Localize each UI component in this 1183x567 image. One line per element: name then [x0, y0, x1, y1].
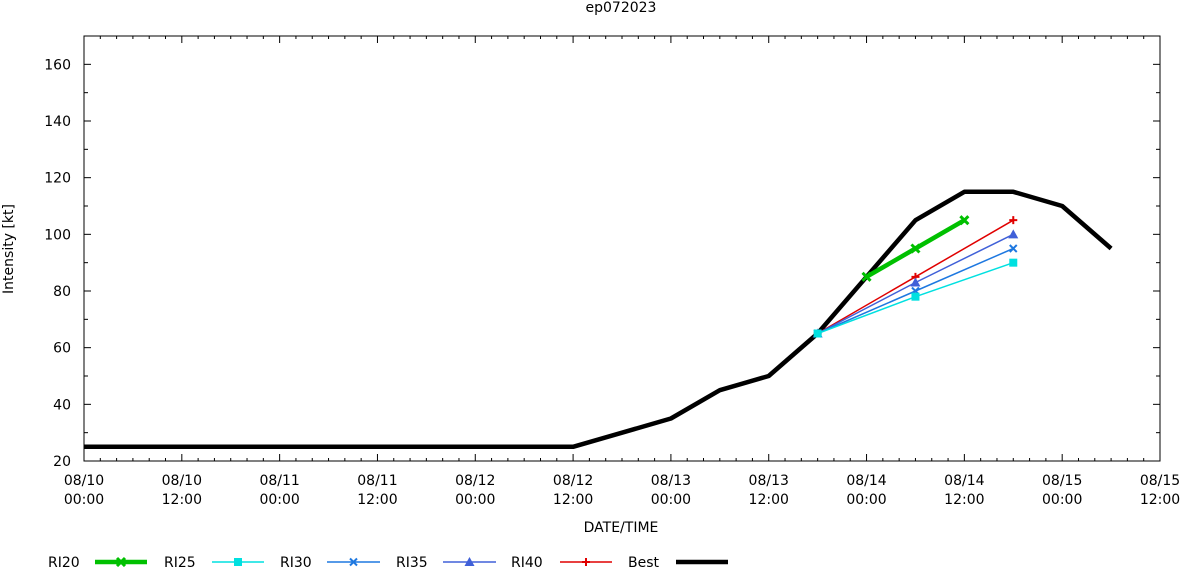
x-tick-label-date: 08/14 [846, 473, 886, 489]
x-axis-label: DATE/TIME [584, 520, 659, 536]
legend-label: RI35 [396, 555, 428, 567]
x-tick-label-date: 08/12 [455, 473, 495, 489]
x-tick-label-time: 12:00 [162, 492, 202, 508]
legend-item-best: Best [628, 555, 728, 567]
legend-label: RI30 [280, 555, 312, 567]
legend-marker [582, 558, 590, 566]
legend-item-ri35: RI35 [396, 555, 496, 567]
data-point-ri20 [959, 215, 970, 226]
data-point-ri25 [813, 329, 822, 338]
data-point-ri25 [911, 292, 920, 301]
legend-label: RI40 [511, 555, 543, 567]
legend-item-ri30: RI30 [280, 555, 380, 567]
data-point-ri20 [861, 271, 872, 282]
legend-label: RI25 [164, 555, 196, 567]
y-axis-label: Intensity [kt] [1, 204, 17, 294]
y-tick-label: 40 [53, 397, 71, 413]
x-tick-label-time: 12:00 [944, 492, 984, 508]
data-point-ri35 [1008, 229, 1019, 239]
x-tick-label-time: 12:00 [1140, 492, 1180, 508]
legend-marker [115, 556, 127, 567]
legend-label: RI20 [48, 555, 80, 567]
series-best [84, 189, 1113, 450]
y-tick-label: 100 [44, 227, 71, 243]
legend-item-ri20: RI20 [48, 555, 147, 567]
x-tick-label-time: 00:00 [1042, 492, 1082, 508]
data-point-ri35 [910, 277, 921, 287]
series-line-best [84, 189, 1113, 450]
legend-item-ri40: RI40 [511, 555, 612, 567]
y-axis: 20 40 60 80 100 120 140 160 [44, 57, 1160, 470]
x-axis: 08/10 00:00 08/10 12:00 08/11 00:00 08/11 12:00… [64, 36, 1180, 508]
y-tick-label: 160 [44, 57, 71, 73]
data-point-ri40 [1009, 216, 1018, 225]
series-ri35 [812, 229, 1019, 338]
x-tick-label-time: 00:00 [64, 492, 104, 508]
x-tick-label-time: 00:00 [455, 492, 495, 508]
x-tick-label-time: 00:00 [846, 492, 886, 508]
chart-title: ep072023 [586, 0, 657, 16]
series-layer [84, 189, 1113, 450]
legend-marker [234, 558, 242, 566]
data-point-ri25 [1009, 258, 1018, 267]
series-ri25 [813, 258, 1018, 338]
x-tick-label-date: 08/15 [1140, 473, 1180, 489]
legend-label: Best [628, 555, 660, 567]
x-tick-label-date: 08/13 [651, 473, 691, 489]
x-tick-label-time: 12:00 [553, 492, 593, 508]
y-tick-label: 140 [44, 114, 71, 130]
y-tick-label: 60 [53, 341, 71, 357]
x-tick-label-date: 08/10 [162, 473, 202, 489]
y-tick-label: 120 [44, 171, 71, 187]
x-tick-label-date: 08/15 [1042, 473, 1082, 489]
legend-marker [349, 557, 358, 567]
legend: RI20 RI25 RI30 RI35 RI40 Best [48, 555, 728, 567]
x-tick-label-time: 00:00 [651, 492, 691, 508]
y-tick-label: 20 [53, 454, 71, 470]
x-tick-label-date: 08/11 [357, 473, 397, 489]
x-tick-label-time: 12:00 [357, 492, 397, 508]
y-tick-label: 80 [53, 284, 71, 300]
x-tick-label-time: 12:00 [749, 492, 789, 508]
x-tick-label-date: 08/11 [259, 473, 299, 489]
x-tick-label-date: 08/10 [64, 473, 104, 489]
legend-item-ri25: RI25 [164, 555, 264, 567]
legend-marker [464, 557, 475, 566]
series-ri20 [861, 215, 970, 282]
data-point-ri30 [1009, 244, 1018, 253]
x-tick-label-date: 08/14 [944, 473, 984, 489]
x-tick-label-date: 08/13 [749, 473, 789, 489]
x-tick-label-time: 00:00 [259, 492, 299, 508]
x-tick-label-date: 08/12 [553, 473, 593, 489]
data-point-ri20 [910, 243, 921, 254]
plot-frame [83, 35, 1161, 462]
